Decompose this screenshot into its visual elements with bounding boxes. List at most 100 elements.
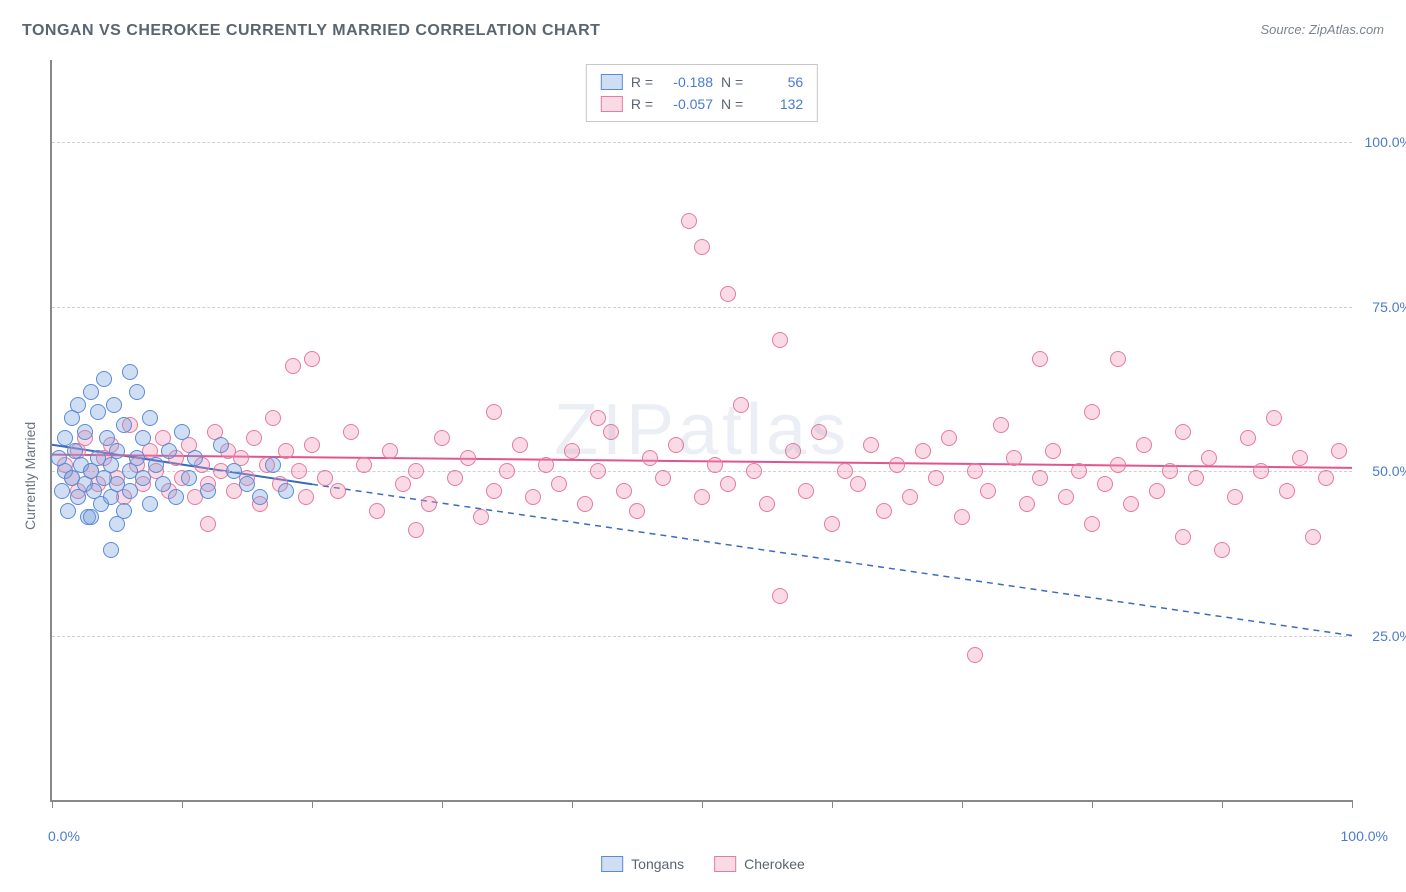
cherokee-point xyxy=(798,483,814,499)
cherokee-point xyxy=(395,476,411,492)
cherokee-point xyxy=(408,463,424,479)
cherokee-point xyxy=(642,450,658,466)
tongans-point xyxy=(135,430,151,446)
cherokee-point xyxy=(278,443,294,459)
cherokee-point xyxy=(382,443,398,459)
tongans-point xyxy=(142,496,158,512)
tongans-point xyxy=(278,483,294,499)
x-tick xyxy=(312,800,313,808)
cherokee-point xyxy=(1175,424,1191,440)
cherokee-point xyxy=(993,417,1009,433)
tongans-point xyxy=(148,457,164,473)
cherokee-point xyxy=(863,437,879,453)
cherokee-r-value: -0.057 xyxy=(661,93,713,115)
cherokee-point xyxy=(1214,542,1230,558)
tongans-point xyxy=(129,384,145,400)
tongans-point xyxy=(135,470,151,486)
cherokee-point xyxy=(1331,443,1347,459)
cherokee-point xyxy=(356,457,372,473)
tongans-n-value: 56 xyxy=(751,71,803,93)
tongans-point xyxy=(129,450,145,466)
cherokee-point xyxy=(850,476,866,492)
series-legend: Tongans Cherokee xyxy=(601,856,805,872)
x-tick xyxy=(1092,800,1093,808)
cherokee-swatch-icon xyxy=(714,856,736,872)
cherokee-label: Cherokee xyxy=(744,856,805,872)
tongans-point xyxy=(116,417,132,433)
chart-title: TONGAN VS CHEROKEE CURRENTLY MARRIED COR… xyxy=(22,22,600,40)
tongans-point xyxy=(109,443,125,459)
cherokee-point xyxy=(772,332,788,348)
x-axis-min-label: 0.0% xyxy=(48,828,80,844)
cherokee-point xyxy=(304,437,320,453)
cherokee-point xyxy=(759,496,775,512)
x-tick xyxy=(832,800,833,808)
tongans-point xyxy=(265,457,281,473)
cherokee-point xyxy=(1084,516,1100,532)
tongans-point xyxy=(168,489,184,505)
cherokee-point xyxy=(1071,463,1087,479)
cherokee-point xyxy=(525,489,541,505)
cherokee-point xyxy=(1097,476,1113,492)
tongans-point xyxy=(103,542,119,558)
cherokee-n-value: 132 xyxy=(751,93,803,115)
y-tick-label: 25.0% xyxy=(1372,628,1406,644)
cherokee-point xyxy=(1227,489,1243,505)
cherokee-point xyxy=(330,483,346,499)
cherokee-point xyxy=(285,358,301,374)
cherokee-point xyxy=(954,509,970,525)
tongans-point xyxy=(96,371,112,387)
cherokee-point xyxy=(486,483,502,499)
cherokee-point xyxy=(681,213,697,229)
x-tick xyxy=(442,800,443,808)
cherokee-point xyxy=(200,516,216,532)
cherokee-point xyxy=(980,483,996,499)
tongans-point xyxy=(60,503,76,519)
cherokee-point xyxy=(304,351,320,367)
cherokee-point xyxy=(746,463,762,479)
tongans-point xyxy=(83,384,99,400)
gridline xyxy=(52,307,1352,308)
tongans-point xyxy=(187,450,203,466)
cherokee-point xyxy=(421,496,437,512)
x-axis-max-label: 100.0% xyxy=(1341,828,1388,844)
cherokee-point xyxy=(298,489,314,505)
cherokee-point xyxy=(1292,450,1308,466)
cherokee-point xyxy=(785,443,801,459)
cherokee-point xyxy=(343,424,359,440)
cherokee-point xyxy=(590,410,606,426)
legend-item-tongans: Tongans xyxy=(601,856,684,872)
cherokee-point xyxy=(889,457,905,473)
cherokee-point xyxy=(915,443,931,459)
n-label: N = xyxy=(721,93,743,115)
y-tick-label: 50.0% xyxy=(1372,463,1406,479)
cherokee-point xyxy=(1136,437,1152,453)
tongans-swatch-icon xyxy=(601,74,623,90)
cherokee-point xyxy=(434,430,450,446)
tongans-label: Tongans xyxy=(631,856,684,872)
tongans-point xyxy=(155,476,171,492)
cherokee-point xyxy=(733,397,749,413)
x-tick xyxy=(962,800,963,808)
cherokee-point xyxy=(1032,470,1048,486)
cherokee-point xyxy=(694,489,710,505)
legend-row-cherokee: R = -0.057 N = 132 xyxy=(601,93,803,115)
cherokee-point xyxy=(720,476,736,492)
cherokee-point xyxy=(551,476,567,492)
cherokee-point xyxy=(603,424,619,440)
cherokee-point xyxy=(876,503,892,519)
cherokee-point xyxy=(265,410,281,426)
x-tick xyxy=(702,800,703,808)
tongans-point xyxy=(161,443,177,459)
cherokee-point xyxy=(473,509,489,525)
cherokee-point xyxy=(1149,483,1165,499)
tongans-point xyxy=(122,364,138,380)
cherokee-point xyxy=(668,437,684,453)
cherokee-point xyxy=(928,470,944,486)
plot-area: ZIPatlas R = -0.188 N = 56 R = -0.057 N … xyxy=(50,60,1352,802)
tongans-point xyxy=(109,516,125,532)
cherokee-point xyxy=(246,430,262,446)
legend-item-cherokee: Cherokee xyxy=(714,856,805,872)
trend-lines xyxy=(52,60,1352,800)
x-tick xyxy=(1222,800,1223,808)
